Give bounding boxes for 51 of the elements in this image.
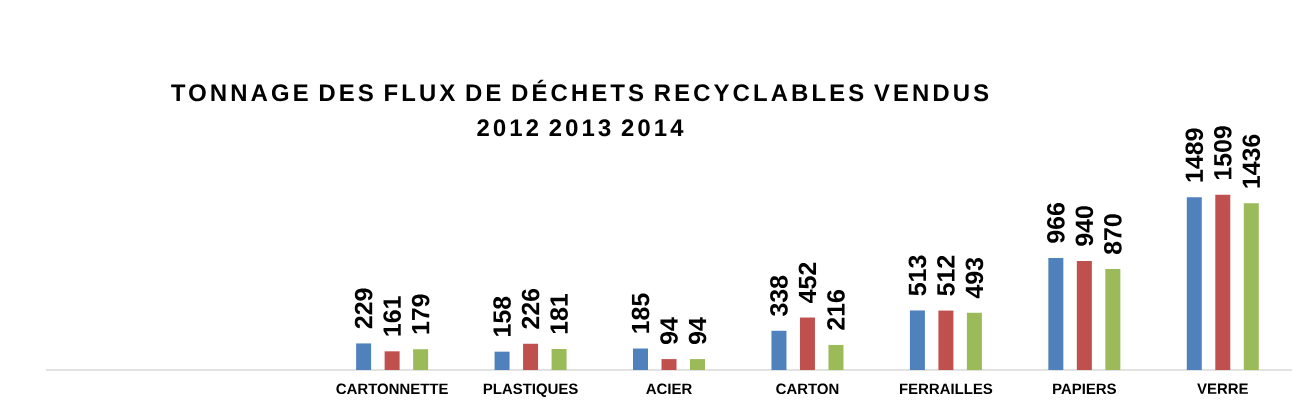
data-label: 179 bbox=[411, 294, 430, 334]
bar bbox=[384, 351, 400, 370]
data-label: 185 bbox=[631, 293, 650, 333]
bar bbox=[413, 349, 429, 370]
bar bbox=[661, 359, 677, 370]
chart-title: TONNAGE DES FLUX DE DÉCHETS RECYCLABLES VENDUS bbox=[171, 79, 989, 102]
chart-subtitle: 2012 2013 2014 bbox=[477, 119, 684, 137]
x-tick-label: PLASTIQUES bbox=[483, 383, 578, 397]
bar bbox=[828, 344, 844, 370]
data-label: 158 bbox=[493, 296, 511, 336]
bar bbox=[1076, 260, 1092, 370]
bar bbox=[1215, 194, 1231, 370]
bar bbox=[799, 317, 815, 370]
x-tick-label: ACIER bbox=[646, 383, 692, 395]
data-label: 1436 bbox=[1242, 134, 1261, 188]
data-label: 229 bbox=[354, 288, 373, 329]
data-label: 940 bbox=[1075, 206, 1094, 246]
x-tick-label: CARTONNETTE bbox=[336, 383, 448, 395]
bar bbox=[1243, 203, 1259, 370]
data-label: 181 bbox=[550, 293, 568, 334]
data-label: 513 bbox=[908, 255, 927, 296]
x-tick-label: FERRAILLES bbox=[899, 383, 993, 395]
bar bbox=[771, 330, 787, 370]
bar bbox=[966, 312, 982, 370]
bar bbox=[633, 348, 649, 370]
bar bbox=[356, 343, 372, 370]
data-label: 216 bbox=[827, 290, 845, 330]
x-tick-label: PAPIERS bbox=[1053, 383, 1116, 395]
data-label: 94 bbox=[688, 317, 707, 345]
bar bbox=[690, 359, 706, 370]
data-label: 94 bbox=[660, 317, 678, 345]
x-tick-label: VERRE bbox=[1197, 383, 1248, 394]
bar bbox=[938, 310, 954, 370]
bar bbox=[909, 310, 925, 370]
bar bbox=[523, 343, 539, 370]
data-label: 966 bbox=[1047, 203, 1065, 243]
data-label: 512 bbox=[937, 255, 955, 296]
data-label: 870 bbox=[1104, 214, 1122, 255]
bar bbox=[1048, 257, 1064, 370]
x-tick-label: CARTON bbox=[776, 383, 839, 395]
data-label: 226 bbox=[521, 288, 540, 329]
data-label: 161 bbox=[383, 296, 401, 336]
data-label: 493 bbox=[965, 257, 984, 299]
bar bbox=[494, 351, 510, 370]
bar bbox=[1105, 269, 1121, 370]
bar bbox=[551, 348, 567, 370]
data-label: 338 bbox=[770, 275, 788, 316]
data-label: 452 bbox=[798, 262, 817, 303]
data-label: 1489 bbox=[1185, 128, 1204, 182]
data-label: 1509 bbox=[1213, 126, 1232, 180]
bar bbox=[1186, 197, 1202, 370]
